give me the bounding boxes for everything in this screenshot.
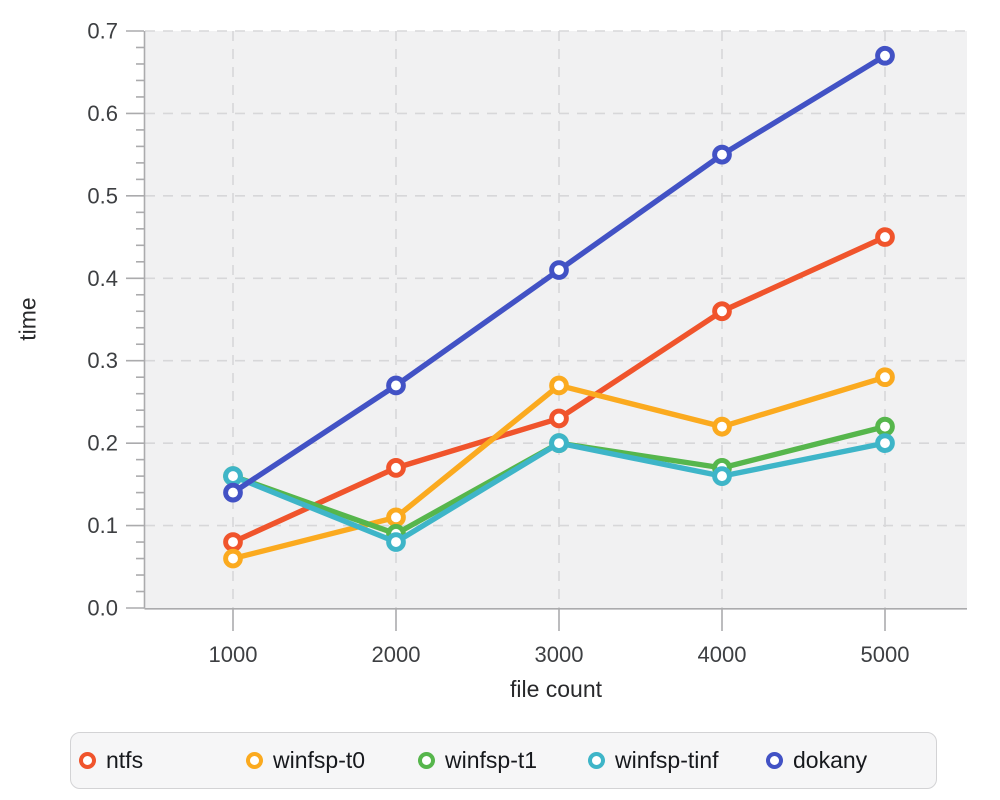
series-ntfs — [223, 227, 895, 552]
y-axis-title: time — [14, 297, 41, 341]
point-ntfs-5000 — [875, 227, 895, 247]
point-ntfs-1000 — [223, 532, 243, 552]
line-chart: 0.0 0.1 0.2 0.3 0.4 0.5 0.6 0.7 1000 2000 3000 4000… — [87, 19, 967, 667]
legend-label-dokany: dokany — [793, 747, 868, 773]
point-dokany-3000 — [549, 260, 569, 280]
legend-item-winfsp-t1: winfsp-t1 — [418, 749, 588, 772]
point-ntfs-2000 — [386, 458, 406, 478]
legend-marker-winfsp-tinf — [588, 752, 605, 769]
y-tick-label: 0.6 — [87, 101, 118, 126]
legend-marker-winfsp-t1 — [418, 752, 435, 769]
point-winfsp-t0-5000 — [875, 367, 895, 388]
point-ntfs-3000 — [549, 408, 569, 429]
point-winfsp-t0-4000 — [712, 416, 732, 437]
point-dokany-2000 — [386, 375, 406, 396]
legend-marker-dokany — [766, 752, 783, 769]
y-tick-label: 0.1 — [87, 513, 118, 538]
point-winfsp-tinf-1000 — [223, 466, 243, 486]
x-tick-label: 3000 — [535, 642, 584, 667]
point-winfsp-t0-2000 — [386, 507, 406, 528]
legend-marker-ntfs — [79, 752, 96, 769]
legend-item-winfsp-tinf: winfsp-tinf — [588, 749, 766, 772]
point-winfsp-tinf-3000 — [549, 433, 569, 453]
y-tick-label: 0.0 — [87, 596, 118, 621]
legend-marker-winfsp-t0 — [246, 752, 263, 769]
series-winfsp-t0 — [223, 367, 895, 569]
y-tick-label: 0.7 — [87, 19, 118, 44]
point-winfsp-tinf-2000 — [386, 532, 406, 552]
point-winfsp-t1-5000 — [875, 416, 895, 437]
point-dokany-1000 — [223, 482, 243, 503]
point-winfsp-tinf-4000 — [712, 466, 732, 486]
legend: ntfs winfsp-t0 winfsp-t1 winfsp-tinf dokany — [70, 732, 937, 789]
legend-item-dokany: dokany — [766, 749, 906, 772]
point-winfsp-t0-3000 — [549, 375, 569, 396]
y-tick-labels: 0.0 0.1 0.2 0.3 0.4 0.5 0.6 0.7 — [87, 19, 118, 621]
x-axis-title: file count — [509, 676, 603, 702]
x-tick-label: 1000 — [209, 642, 258, 667]
point-dokany-4000 — [712, 144, 732, 165]
x-tick-label: 4000 — [698, 642, 747, 667]
y-tick-label: 0.3 — [87, 348, 118, 373]
axis-ticks — [126, 30, 886, 631]
point-ntfs-4000 — [712, 301, 732, 322]
plot-area — [145, 31, 967, 608]
y-tick-label: 0.4 — [87, 266, 118, 291]
y-tick-label: 0.2 — [87, 431, 118, 456]
point-winfsp-tinf-5000 — [875, 433, 895, 453]
legend-item-ntfs: ntfs — [79, 749, 246, 772]
point-winfsp-t0-1000 — [223, 548, 243, 569]
legend-label-ntfs: ntfs — [106, 747, 144, 773]
legend-item-winfsp-t0: winfsp-t0 — [246, 749, 418, 772]
legend-label-winfsp-t0: winfsp-t0 — [273, 747, 366, 773]
x-tick-label: 2000 — [372, 642, 421, 667]
legend-label-winfsp-tinf: winfsp-tinf — [615, 747, 719, 773]
series-dokany — [223, 45, 895, 503]
x-tick-label: 5000 — [861, 642, 910, 667]
y-tick-label: 0.5 — [87, 183, 118, 208]
point-dokany-5000 — [875, 45, 895, 66]
legend-label-winfsp-t1: winfsp-t1 — [445, 747, 538, 773]
x-tick-labels: 1000 2000 3000 4000 5000 — [209, 642, 910, 667]
